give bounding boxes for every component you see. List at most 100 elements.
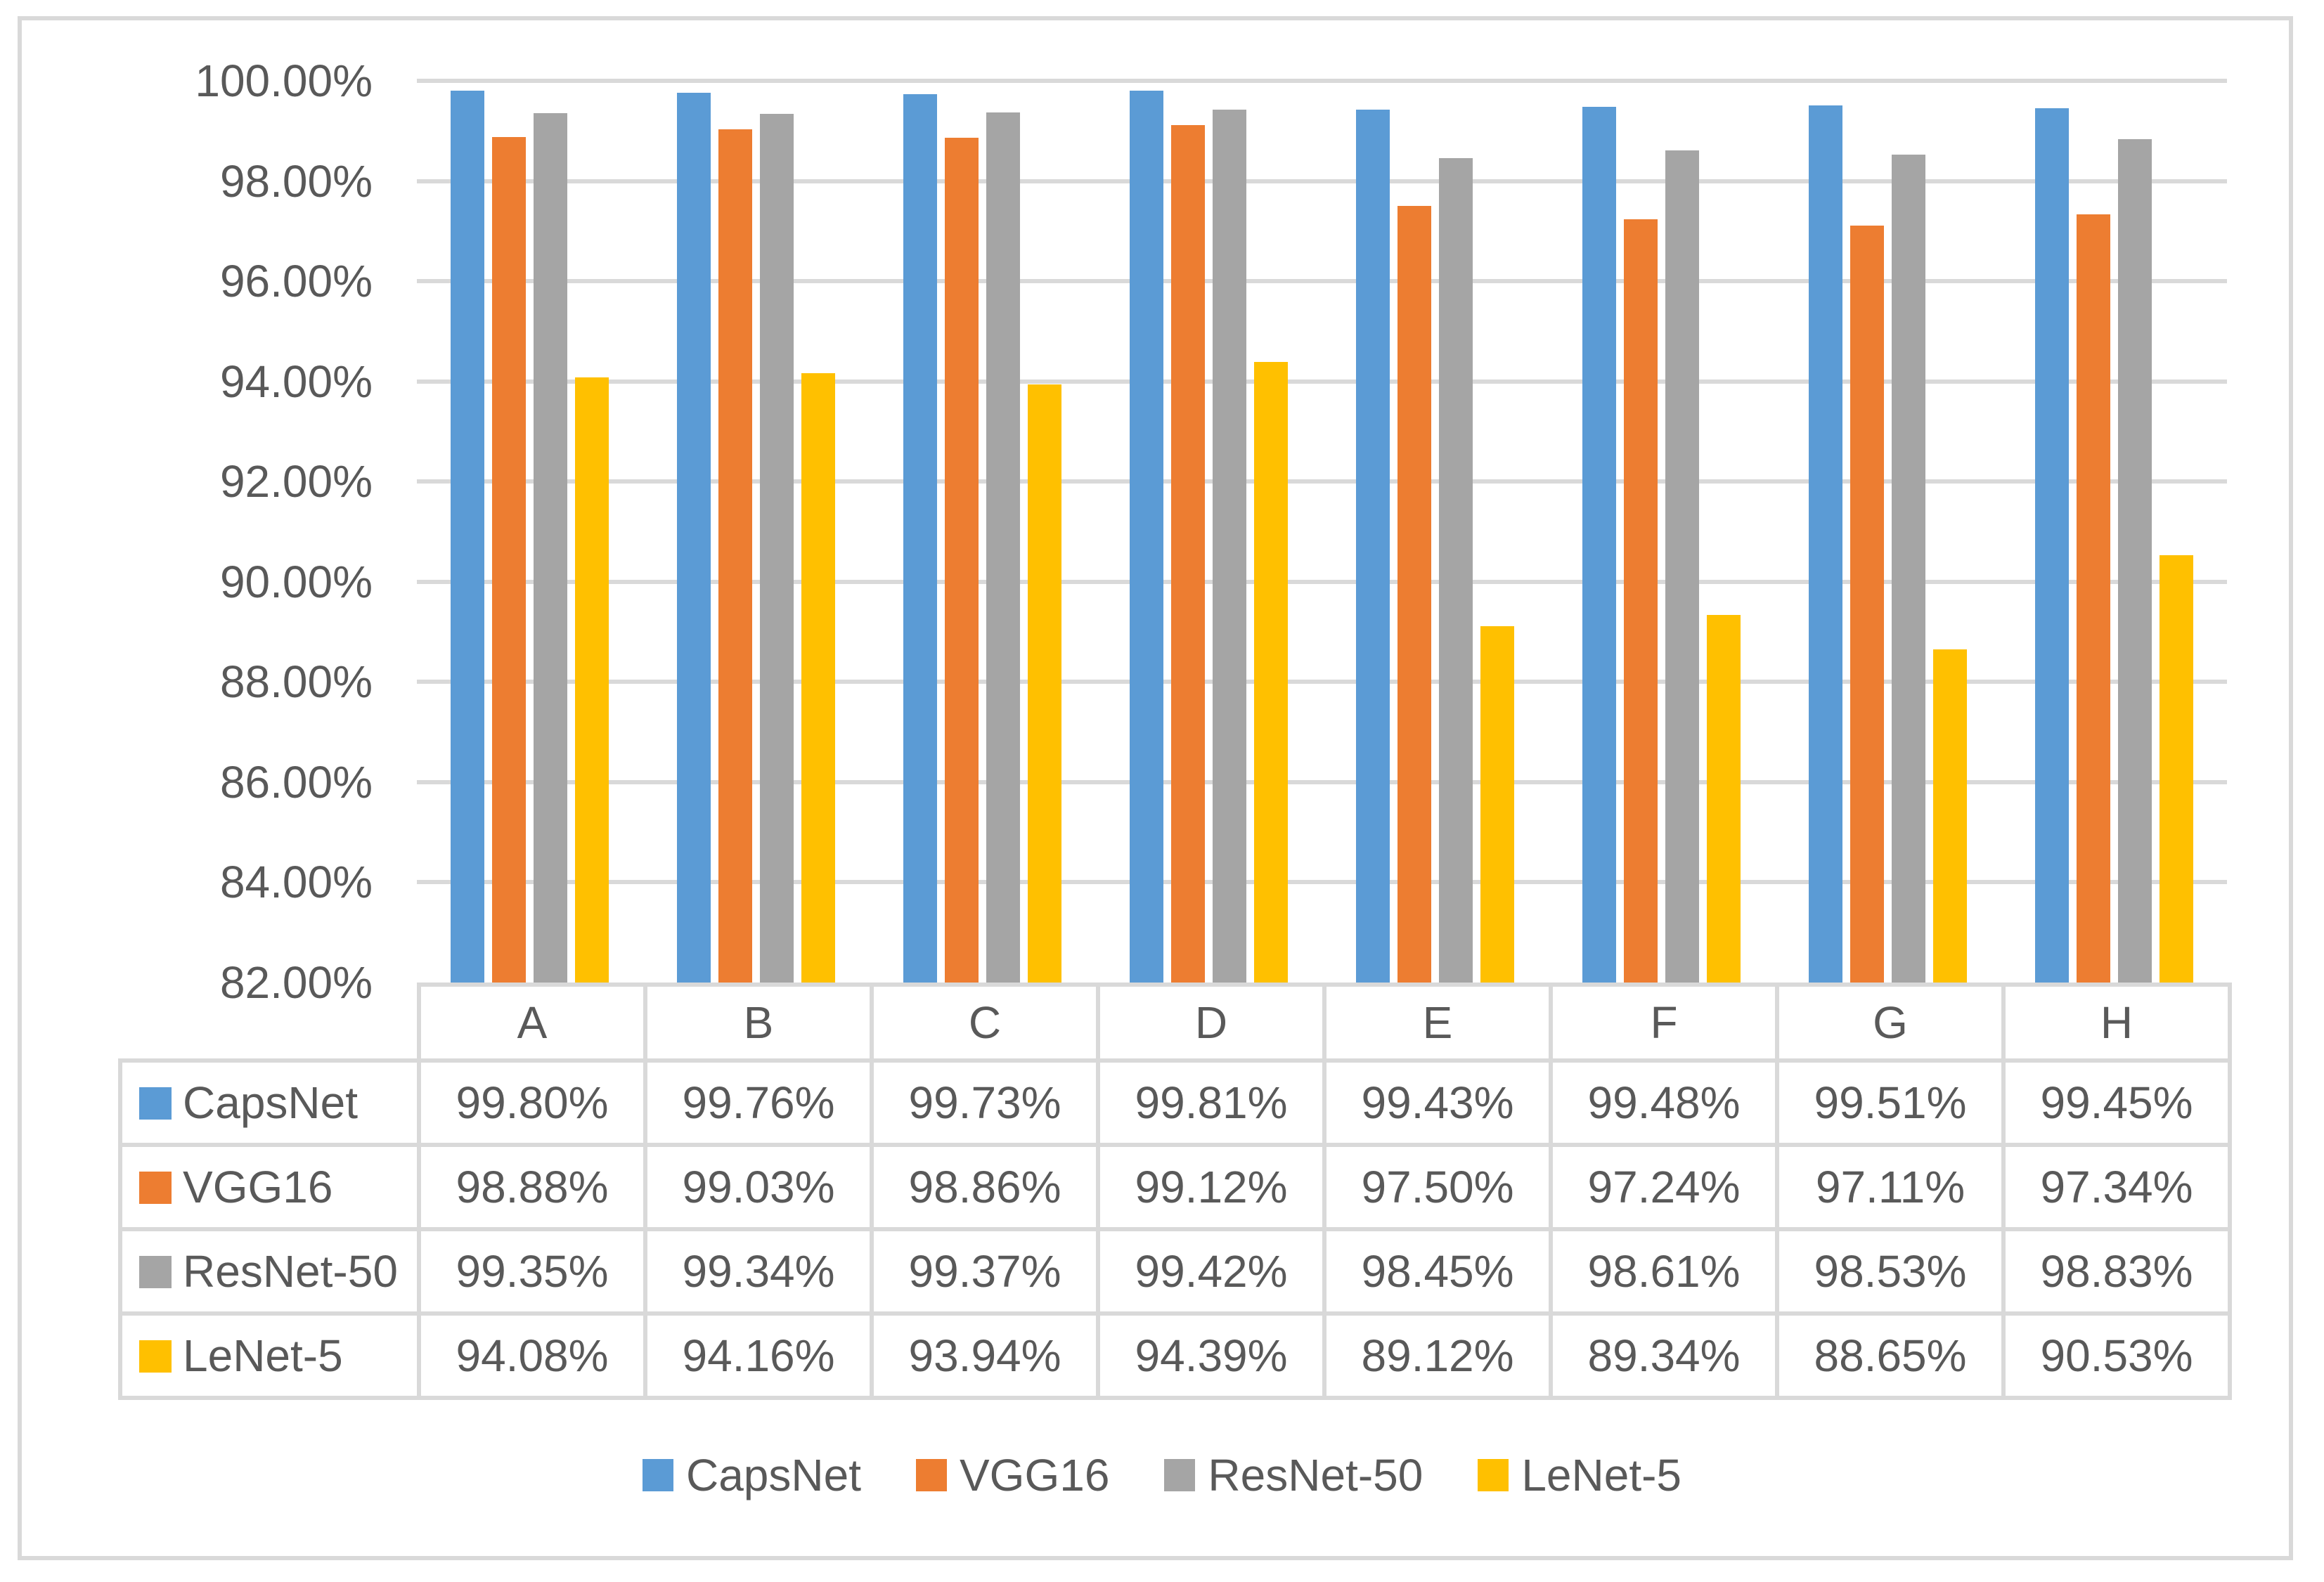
y-axis-tick-label: 86.00% [219, 756, 373, 808]
bar-lenet-5-d [1254, 361, 1289, 983]
bar-vgg16-b [718, 129, 753, 983]
table-cell-vgg16-f: 97.24% [1549, 1143, 1779, 1231]
table-header-cell-f: F [1549, 983, 1779, 1063]
bar-resnet-50-g [1891, 154, 1925, 983]
table-header-cell-c: C [870, 983, 1100, 1063]
table-header-cell-b: B [643, 983, 874, 1063]
bar-resnet-50-a [534, 113, 568, 983]
bar-capsnet-g [1808, 105, 1842, 983]
table-row-capsnet: CapsNet 99.80% 99.76% 99.73% 99.81% 99.43% 99.… [118, 1058, 2232, 1147]
bar-lenet-5-f [1706, 614, 1741, 983]
table-row-vgg16: VGG16 98.88% 99.03% 98.86% 99.12% 97.50% 97.24… [118, 1143, 2232, 1231]
table-cell-vgg16-g: 97.11% [1775, 1143, 2006, 1231]
y-axis-tick-label: 100.00% [195, 56, 373, 106]
bar-resnet-50-d [1213, 110, 1247, 983]
table-cell-capsnet-c: 99.73% [870, 1058, 1100, 1147]
bar-capsnet-a [451, 91, 485, 983]
bar-resnet-50-e [1438, 158, 1473, 983]
bar-vgg16-f [1623, 219, 1658, 983]
legend-item-lenet-5: LeNet-5 [1478, 1449, 1681, 1501]
y-axis-labels: 100.00% 98.00% 96.00% 94.00% 92.00% 90.00% 88.… [0, 0, 373, 1582]
y-axis-tick-label: 98.00% [219, 155, 373, 207]
vgg16-series-swatch-icon [139, 1172, 172, 1205]
table-cell-vgg16-e: 97.50% [1322, 1143, 1553, 1231]
bar-resnet-50-c [986, 112, 1021, 983]
legend-label: VGG16 [959, 1450, 1110, 1500]
capsnet-series-swatch-icon [139, 1087, 172, 1120]
vgg16-legend-swatch-icon [915, 1459, 947, 1491]
table-row-lenet-5: LeNet-5 94.08% 94.16% 93.94% 94.39% 89.12% 89.… [118, 1311, 2232, 1400]
table-header-cell-e: E [1322, 983, 1553, 1063]
gridline [417, 779, 2227, 784]
bar-vgg16-d [1171, 124, 1206, 983]
legend-item-vgg16: VGG16 [915, 1449, 1110, 1501]
table-header-cell-a: A [417, 983, 647, 1063]
table-cell-lenet-5-g: 88.65% [1775, 1311, 2006, 1400]
series-row-label-capsnet: CapsNet [118, 1058, 421, 1147]
gridline [417, 680, 2227, 685]
legend-label: CapsNet [685, 1450, 861, 1500]
gridline [417, 379, 2227, 384]
bar-lenet-5-b [801, 373, 836, 983]
resnet-50-series-swatch-icon [139, 1256, 172, 1289]
series-name-label: VGG16 [183, 1162, 333, 1212]
table-cell-vgg16-h: 97.34% [2001, 1143, 2232, 1231]
table-cell-resnet-50-g: 98.53% [1775, 1227, 2006, 1316]
series-name-label: CapsNet [183, 1077, 358, 1128]
bar-resnet-50-f [1665, 150, 1699, 983]
legend-label: LeNet-5 [1521, 1450, 1682, 1500]
series-name-label: LeNet-5 [183, 1330, 343, 1381]
gridline [417, 479, 2227, 484]
lenet-5-legend-swatch-icon [1478, 1459, 1509, 1491]
bar-capsnet-e [1355, 109, 1390, 983]
bar-resnet-50-b [760, 114, 794, 983]
plot-area [417, 79, 2227, 983]
gridline [417, 579, 2227, 584]
gridline [417, 79, 2227, 83]
gridline [417, 179, 2227, 183]
bar-vgg16-e [1397, 206, 1431, 983]
table-cell-capsnet-g: 99.51% [1775, 1058, 2006, 1147]
bar-lenet-5-c [1028, 384, 1062, 983]
bar-lenet-5-h [2159, 555, 2193, 983]
y-axis-tick-label: 84.00% [219, 857, 373, 908]
bar-capsnet-b [677, 93, 711, 983]
table-cell-resnet-50-c: 99.37% [870, 1227, 1100, 1316]
bar-vgg16-h [2076, 214, 2110, 983]
resnet-50-legend-swatch-icon [1164, 1459, 1196, 1491]
table-cell-vgg16-a: 98.88% [417, 1143, 647, 1231]
gridline [417, 880, 2227, 885]
table-cell-lenet-5-d: 94.39% [1096, 1311, 1326, 1400]
table-cell-lenet-5-b: 94.16% [643, 1311, 874, 1400]
data-table-wrapper: A B C D E F G H CapsNet 99.80% 99.76% 99.73% 99.81% 9… [118, 983, 2232, 1400]
legend-label: ResNet-50 [1208, 1450, 1424, 1500]
bar-vgg16-g [1849, 226, 1884, 983]
bar-lenet-5-e [1480, 625, 1514, 983]
table-header-cell-d: D [1096, 983, 1326, 1063]
y-axis-tick-label: 96.00% [219, 256, 373, 307]
table-cell-lenet-5-c: 93.94% [870, 1311, 1100, 1400]
table-cell-capsnet-e: 99.43% [1322, 1058, 1553, 1147]
legend-item-resnet-50: ResNet-50 [1164, 1449, 1423, 1501]
y-axis-tick-label: 92.00% [219, 456, 373, 507]
table-cell-resnet-50-e: 98.45% [1322, 1227, 1553, 1316]
table-cell-resnet-50-h: 98.83% [2001, 1227, 2232, 1316]
table-cell-lenet-5-h: 90.53% [2001, 1311, 2232, 1400]
y-axis-tick-label: 82.00% [219, 957, 373, 1008]
table-cell-lenet-5-a: 94.08% [417, 1311, 647, 1400]
data-table: A B C D E F G H CapsNet 99.80% 99.76% 99.73% 99.81% 9… [118, 983, 2232, 1400]
table-cell-vgg16-c: 98.86% [870, 1143, 1100, 1231]
y-axis-tick-label: 88.00% [219, 656, 373, 708]
table-cell-vgg16-b: 99.03% [643, 1143, 874, 1231]
table-header-cell-h: H [2001, 983, 2232, 1063]
bar-capsnet-h [2034, 108, 2069, 983]
table-cell-lenet-5-e: 89.12% [1322, 1311, 1553, 1400]
bar-capsnet-f [1582, 107, 1616, 983]
table-body: A B C D E F G H CapsNet 99.80% 99.76% 99.73% 99.81% 9… [118, 983, 2232, 1400]
bar-resnet-50-h [2117, 139, 2152, 983]
table-cell-capsnet-a: 99.80% [417, 1058, 647, 1147]
legend-item-capsnet: CapsNet [642, 1449, 861, 1501]
table-corner-spacer [120, 985, 419, 1061]
